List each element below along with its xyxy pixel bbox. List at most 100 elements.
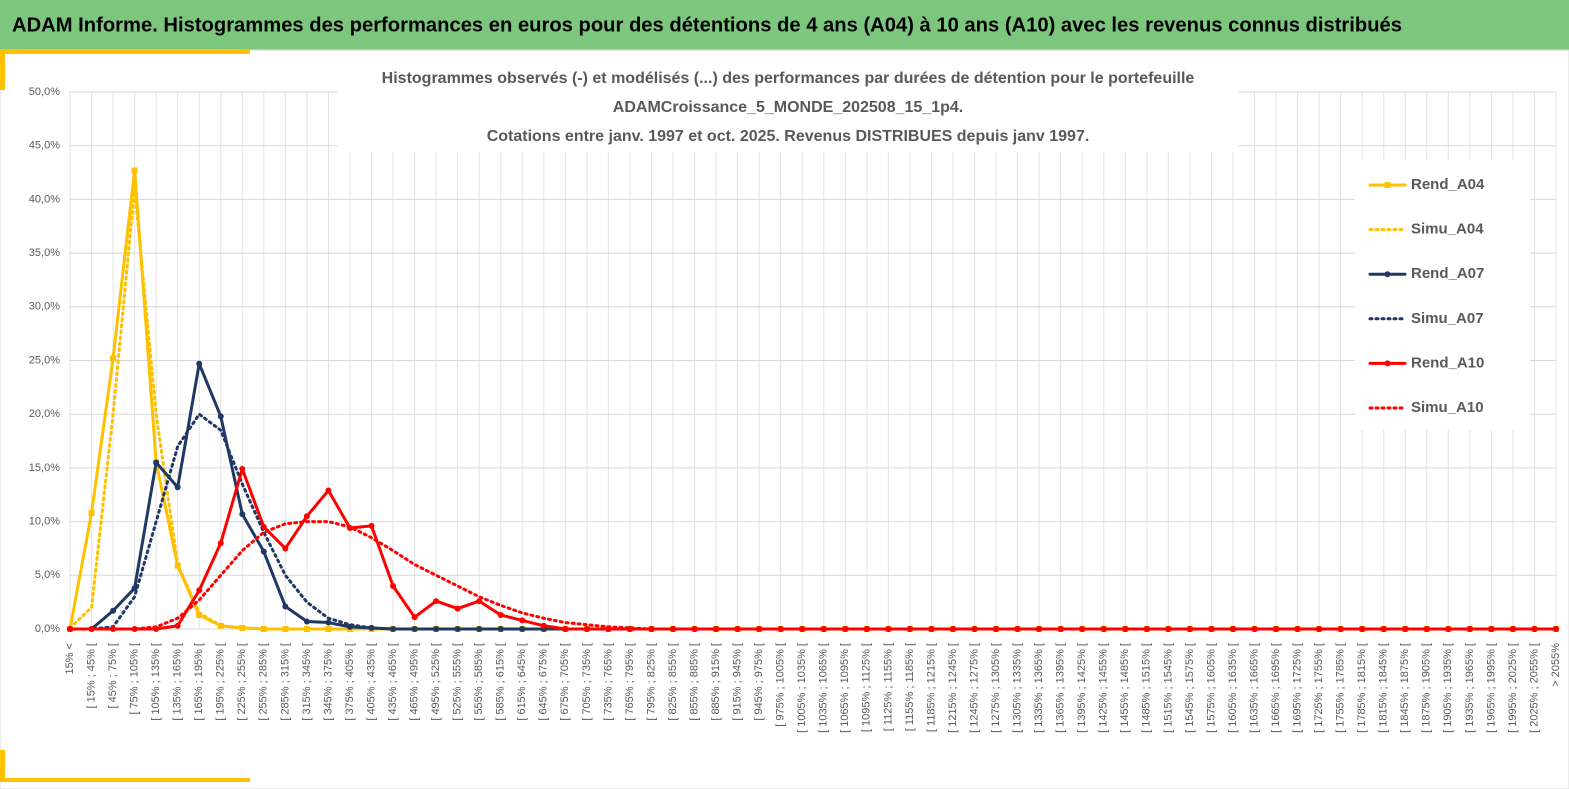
x-tick-label: [ 165% ; 195% [ — [193, 643, 205, 721]
legend-label: Simu_A04 — [1411, 221, 1484, 238]
x-tick-label: [ 525% ; 555% [ — [452, 643, 464, 721]
x-tick-label: [ 795% ; 825% [ — [645, 643, 657, 721]
marker — [433, 598, 440, 605]
x-tick-label: [ 1095% ; 1125% [ — [861, 643, 873, 732]
title-bg — [338, 64, 1238, 152]
marker — [239, 511, 246, 518]
y-tick-label: 45,0% — [29, 140, 60, 152]
x-tick-label: [ 1005% ; 1035% [ — [796, 643, 808, 733]
x-tick-label: [ 975% ; 1005% [ — [775, 643, 787, 727]
marker — [325, 619, 332, 626]
x-tick-label: [ 375% ; 405% [ — [344, 643, 356, 721]
marker — [1466, 626, 1473, 632]
y-tick-label: 20,0% — [29, 408, 60, 420]
x-tick-label: [ 1485% ; 1515% [ — [1141, 643, 1153, 733]
marker — [562, 626, 569, 632]
x-tick-label: [ 1965% ; 1995% [ — [1485, 643, 1497, 733]
header-title: ADAM Informe. Histogrammes des performan… — [12, 14, 1402, 36]
x-tick-label: [ 555% ; 585% [ — [473, 643, 485, 721]
marker — [260, 523, 267, 530]
marker — [174, 484, 181, 491]
x-tick-label: [ 705% ; 735% [ — [581, 643, 593, 721]
x-tick-label: [ 1125% ; 1155% [ — [882, 643, 894, 731]
x-tick-label: [ 645% ; 675% [ — [538, 643, 550, 721]
x-tick-label: [ 1365% ; 1395% [ — [1055, 643, 1067, 733]
x-tick-label: [ 1725% ; 1755% [ — [1313, 643, 1325, 733]
x-tick-label: [ 915% ; 945% [ — [732, 643, 744, 721]
chart-title: Histogrammes observés (-) et modélisés (… — [382, 70, 1195, 87]
x-tick-label: [ 465% ; 495% [ — [408, 643, 420, 721]
marker — [368, 522, 375, 529]
x-tick-label: [ 945% ; 975% [ — [753, 643, 765, 721]
y-tick-label: 50,0% — [29, 86, 60, 98]
x-tick-label: [ 285% ; 315% [ — [279, 643, 291, 721]
x-tick-label: [ 1935% ; 1965% [ — [1464, 643, 1476, 733]
x-tick-label: [ 1845% ; 1875% [ — [1399, 643, 1411, 733]
header-bar — [0, 0, 1569, 50]
x-tick-label: [ 675% ; 705% [ — [559, 643, 571, 721]
y-tick-label: 15,0% — [29, 462, 60, 474]
marker — [497, 612, 504, 619]
x-tick-label: [ 1605% ; 1635% [ — [1227, 643, 1239, 733]
marker — [454, 605, 461, 612]
x-tick-label: [ 1545% ; 1575% [ — [1184, 643, 1196, 733]
marker — [1359, 626, 1366, 632]
marker — [196, 587, 203, 594]
x-tick-label: [ 1815% ; 1845% [ — [1378, 643, 1390, 733]
marker — [1100, 626, 1107, 632]
x-tick-label: [ 1215% ; 1245% [ — [947, 643, 959, 733]
marker — [110, 355, 117, 362]
marker — [196, 612, 203, 619]
x-tick-label: [ 1995% ; 2025% [ — [1507, 643, 1519, 733]
accent — [0, 778, 250, 782]
x-tick-label: [ 195% ; 225% [ — [215, 643, 227, 721]
x-tick-label: [ 765% ; 795% [ — [624, 643, 636, 721]
x-tick-label: [ 615% ; 645% [ — [516, 643, 528, 721]
marker — [217, 413, 224, 420]
x-tick-label: [ 315% ; 345% [ — [301, 643, 313, 721]
x-tick-label: [ 1335% ; 1365% [ — [1033, 643, 1045, 733]
x-tick-label: [ 1875% ; 1905% [ — [1421, 643, 1433, 733]
marker — [476, 598, 483, 605]
x-tick-label: [ 135% ; 165% [ — [172, 643, 184, 721]
x-tick-label: [ 225% ; 255% [ — [236, 643, 248, 721]
marker — [303, 513, 310, 520]
legend: Rend_A04 Simu_A04 Rend_A07 Simu_A07 Rend_A10… — [1355, 160, 1530, 430]
y-tick-label: 35,0% — [29, 247, 60, 259]
legend-box — [1355, 160, 1530, 430]
x-tick-label: [ 405% ; 435% [ — [365, 643, 377, 721]
x-tick-label: [ 345% ; 375% [ — [322, 643, 334, 721]
marker — [411, 626, 418, 632]
x-tick-label: [ 1275% ; 1305% [ — [990, 643, 1002, 733]
x-tick-label: [ 1665% ; 1695% [ — [1270, 643, 1282, 733]
x-tick-label: [ 1395% ; 1425% [ — [1076, 643, 1088, 733]
chart-title: ADAMCroissance_5_MONDE_202508_15_1p4. — [613, 99, 963, 116]
x-tick-label: [ 105% ; 135% [ — [150, 643, 162, 721]
x-tick-label: [ 1035% ; 1065% [ — [818, 643, 830, 733]
marker — [583, 626, 590, 632]
x-tick-label: [ 885% ; 915% [ — [710, 643, 722, 721]
legend-marker — [1384, 360, 1391, 367]
marker — [196, 360, 203, 367]
marker — [411, 614, 418, 621]
y-tick-label: 30,0% — [29, 301, 60, 313]
x-tick-label: [ 825% ; 855% [ — [667, 643, 679, 721]
x-tick-label: [ 45% ; 75% [ — [107, 643, 119, 708]
x-tick-label: [ 495% ; 525% [ — [430, 643, 442, 721]
legend-marker — [1384, 182, 1391, 188]
y-tick-label: 0,0% — [35, 623, 60, 635]
marker — [131, 167, 138, 174]
x-tick-label: [ 1155% ; 1185% [ — [904, 643, 916, 731]
marker — [88, 626, 95, 632]
x-tick-label: [ 435% ; 465% [ — [387, 643, 399, 721]
x-tick-label: [ 1905% ; 1935% [ — [1442, 643, 1454, 733]
marker — [153, 459, 160, 466]
marker — [390, 583, 397, 590]
legend-label: Rend_A07 — [1411, 265, 1484, 282]
x-tick-label: [ 1515% ; 1545% [ — [1162, 643, 1174, 733]
x-tick-label: [ 735% ; 765% [ — [602, 643, 614, 721]
marker — [734, 626, 741, 632]
x-tick-label: [ 1245% ; 1275% [ — [968, 643, 980, 733]
legend-label: Simu_A07 — [1411, 310, 1484, 327]
